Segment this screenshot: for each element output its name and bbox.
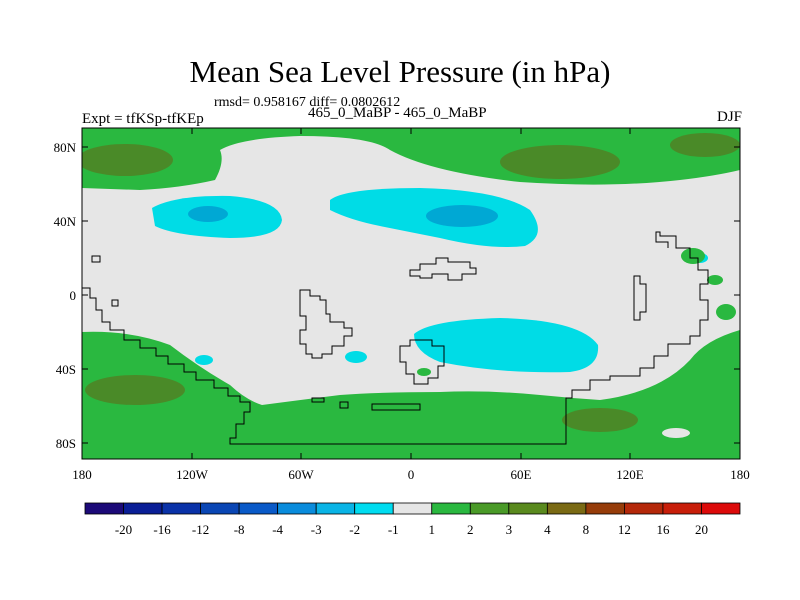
colorbar-swatch <box>84 502 124 515</box>
colorbar-label: -12 <box>192 522 209 537</box>
axis-ticks <box>81 128 741 459</box>
comparison-label: 465_0_MaBP - 465_0_MaBP <box>308 105 487 121</box>
field-neutral-patch <box>662 428 690 438</box>
x-tick-label: 120E <box>616 467 644 482</box>
field-positive-2-3-arctic-east <box>500 145 620 179</box>
coastline-small-island-south <box>339 401 349 409</box>
field-positive-2-3-southeast <box>562 408 638 432</box>
field-negative-1-2-southern <box>414 318 599 373</box>
colorbar-swatch <box>469 502 510 515</box>
colorbar-swatch <box>392 502 433 515</box>
colorbar-swatch <box>277 502 317 515</box>
colorbar-swatch <box>238 502 279 515</box>
y-tick-label: 40S <box>56 362 76 377</box>
x-tick-label: 180 <box>730 467 750 482</box>
field-positive-patch-east-b <box>707 275 723 285</box>
field-negative-1-2-dot-a <box>195 355 213 365</box>
colorbar-swatch <box>200 502 240 515</box>
colorbar-label: 20 <box>695 522 708 537</box>
coastline-small-island-west <box>91 255 101 263</box>
colorbar <box>84 502 741 515</box>
colorbar-swatch <box>123 502 163 515</box>
colorbar-swatch <box>701 502 741 515</box>
colorbar-label: 4 <box>544 522 551 537</box>
x-tick-label: 60E <box>511 467 532 482</box>
x-tick-label: 0 <box>408 467 415 482</box>
colorbar-swatch <box>662 502 702 515</box>
field-positive-patch-east-c <box>716 304 736 320</box>
colorbar-swatch <box>585 502 625 515</box>
colorbar-label: -20 <box>115 522 132 537</box>
field-positive-patch-east-a <box>681 248 705 264</box>
colorbar-label: 12 <box>618 522 631 537</box>
colorbar-label: -3 <box>311 522 322 537</box>
colorbar-label: -8 <box>234 522 245 537</box>
colorbar-label: -16 <box>153 522 171 537</box>
colorbar-swatch <box>508 502 548 515</box>
y-tick-labels: 80N 40N 0 40S 80S <box>54 140 77 451</box>
pressure-field <box>82 128 740 459</box>
coastline-east-islands <box>633 275 647 321</box>
colorbar-label: -4 <box>272 522 283 537</box>
coastline-small-island-south-b <box>311 397 325 403</box>
colorbar-swatch <box>546 502 587 515</box>
season-label: DJF <box>716 109 742 125</box>
colorbar-swatch <box>315 502 356 515</box>
experiment-label: Expt = tfKSp-tfKEp <box>82 111 204 127</box>
y-tick-label: 40N <box>54 214 77 229</box>
field-positive-patch-south <box>417 368 431 376</box>
field-positive-2-3-southwest <box>85 375 185 405</box>
coastline-africa <box>299 289 353 359</box>
stats-line: rmsd= 0.958167 diff= 0.0802612 <box>214 95 401 110</box>
field-negative-2-3-pacific <box>188 206 228 222</box>
y-tick-label: 0 <box>70 288 77 303</box>
coastline-antarctic-shelf <box>371 403 421 411</box>
colorbar-label: -1 <box>388 522 399 537</box>
colorbar-label: -2 <box>349 522 360 537</box>
x-tick-label: 120W <box>176 467 209 482</box>
coastline-south-island <box>399 339 445 385</box>
colorbar-swatch <box>354 502 394 515</box>
colorbar-swatch <box>161 502 201 515</box>
colorbar-label: 16 <box>656 522 670 537</box>
y-tick-label: 80S <box>56 436 76 451</box>
y-tick-label: 80N <box>54 140 77 155</box>
coastline-small-island-west-b <box>111 299 119 307</box>
field-positive-2-3-arctic-west <box>82 144 173 176</box>
colorbar-swatch <box>431 502 471 515</box>
colorbar-label: 3 <box>506 522 513 537</box>
x-tick-label: 60W <box>288 467 314 482</box>
field-positive-2-3-far-east <box>670 133 740 157</box>
colorbar-label: 1 <box>429 522 436 537</box>
coastline-west-continent <box>82 231 709 445</box>
field-negative-1-2-dot-b <box>345 351 367 363</box>
x-tick-labels: 180 120W 60W 0 60E 120E 180 <box>72 467 750 482</box>
colorbar-label: 2 <box>467 522 474 537</box>
colorbar-labels: -20 -16 -12 -8 -4 -3 -2 -1 1 2 3 4 8 12 16 20 <box>115 522 708 537</box>
chart-title: Mean Sea Level Pressure (in hPa) <box>189 54 611 89</box>
coastlines <box>82 231 709 445</box>
coastline-europe <box>409 257 477 281</box>
field-negative-2-3-atlantic <box>426 205 498 227</box>
x-tick-label: 180 <box>72 467 92 482</box>
colorbar-swatch <box>624 502 664 515</box>
colorbar-label: 8 <box>583 522 590 537</box>
